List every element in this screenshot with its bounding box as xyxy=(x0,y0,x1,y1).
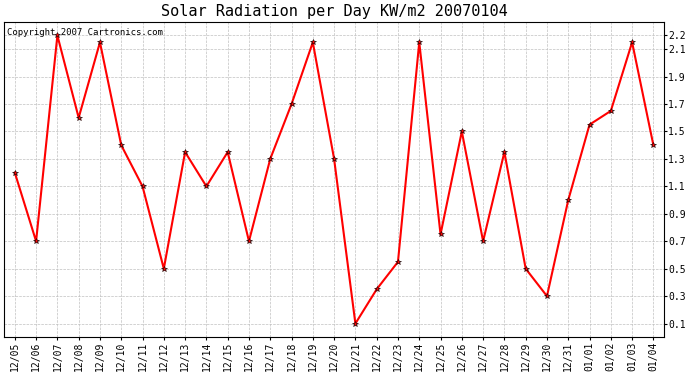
Text: Copyright 2007 Cartronics.com: Copyright 2007 Cartronics.com xyxy=(8,28,164,37)
Title: Solar Radiation per Day KW/m2 20070104: Solar Radiation per Day KW/m2 20070104 xyxy=(161,4,507,19)
